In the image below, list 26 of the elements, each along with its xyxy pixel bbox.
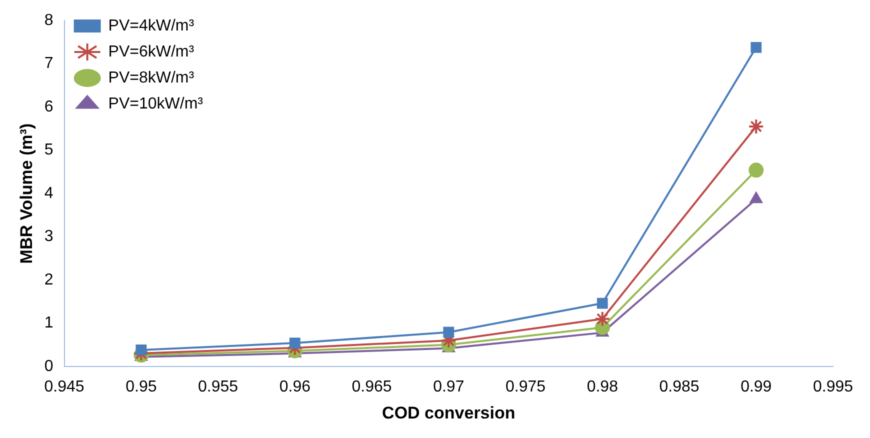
x-tick-label: 0.985 xyxy=(659,378,700,396)
x-tick-label: 0.995 xyxy=(812,378,854,396)
x-tick-label: 0.98 xyxy=(586,378,618,396)
x-tick-label: 0.955 xyxy=(198,378,238,396)
x-tick-label: 0.945 xyxy=(44,378,84,396)
y-tick-label: 3 xyxy=(44,228,54,246)
x-tick-label: 0.975 xyxy=(505,378,546,396)
y-tick-label: 1 xyxy=(44,314,54,332)
y-tick-label: 2 xyxy=(44,271,54,288)
legend-label: PV=6kW/m³ xyxy=(108,43,195,60)
y-tick-label: 5 xyxy=(44,142,54,159)
y-tick-label: 6 xyxy=(44,98,54,116)
y-tick-label: 0 xyxy=(44,358,54,375)
x-axis-title: COD conversion xyxy=(382,403,516,422)
x-tick-label: 0.95 xyxy=(126,378,157,396)
y-axis-title: MBR Volume (m³) xyxy=(16,123,36,264)
x-tick-label: 0.965 xyxy=(352,378,392,396)
legend-label: PV=4kW/m³ xyxy=(108,17,195,34)
x-tick-label: 0.97 xyxy=(433,378,464,396)
x-tick-label: 0.96 xyxy=(279,378,311,396)
y-tick-label: 8 xyxy=(44,12,54,30)
y-tick-label: 7 xyxy=(44,55,54,72)
legend-label: PV=10kW/m³ xyxy=(108,95,204,112)
legend-label: PV=8kW/m³ xyxy=(108,69,195,86)
x-tick-label: 0.99 xyxy=(740,378,772,396)
y-tick-label: 4 xyxy=(44,184,54,202)
